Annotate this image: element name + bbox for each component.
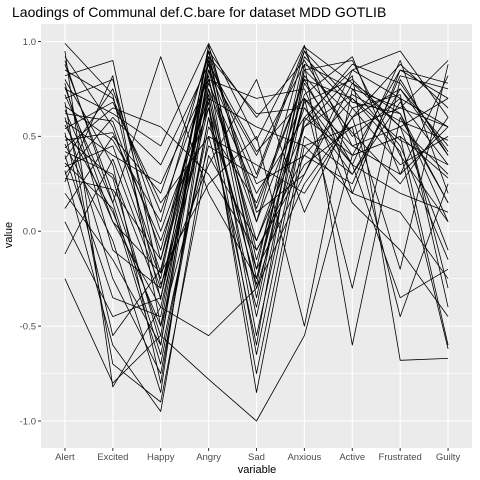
- series-line-15: [64, 79, 449, 317]
- series-line-18: [64, 75, 449, 337]
- series-line-23: [64, 69, 449, 299]
- series-line-34: [64, 63, 449, 346]
- series-lines: [64, 43, 449, 422]
- x-tick-label: Active: [339, 452, 365, 463]
- y-axis: -1.0 -0.5 0.0 0.5 1.0: [20, 37, 41, 427]
- series-line-30: [64, 63, 449, 356]
- series-line-29: [64, 63, 449, 299]
- y-tick-label: 0.0: [23, 227, 36, 238]
- series-line-40: [64, 86, 449, 327]
- series-line-35: [64, 75, 449, 361]
- series-line-37: [64, 50, 449, 388]
- y-tick-label: 0.5: [23, 132, 36, 143]
- series-line-20: [64, 88, 449, 375]
- series-line-7: [64, 43, 449, 279]
- x-tick-label: Anxious: [287, 452, 321, 463]
- series-line-19: [64, 44, 449, 346]
- series-line-38: [64, 56, 449, 289]
- x-tick-label: Alert: [55, 452, 75, 463]
- x-tick-label: Happy: [147, 452, 175, 463]
- x-tick-label: Angry: [196, 452, 221, 463]
- x-tick-label: Frustrated: [379, 452, 422, 463]
- chart-title: Laodings of Communal def.C.bare for data…: [12, 4, 386, 20]
- series-line-32: [64, 69, 449, 349]
- series-line-27: [64, 50, 449, 280]
- series-line-39: [64, 60, 449, 308]
- y-tick-label: -1.0: [20, 416, 36, 427]
- x-tick-label: Excited: [97, 452, 128, 463]
- series-line-36: [64, 135, 449, 422]
- series-line-31: [64, 50, 449, 327]
- y-tick-label: -0.5: [20, 321, 36, 332]
- y-axis-title: value: [3, 222, 15, 248]
- y-tick-label: 1.0: [23, 37, 36, 48]
- series-line-6: [64, 60, 449, 393]
- x-tick-label: Guilty: [436, 452, 461, 463]
- series-line-26: [64, 56, 449, 365]
- x-axis-title: variable: [238, 464, 277, 476]
- x-axis: Alert Excited Happy Angry Sad Anxious Active Fr…: [55, 448, 460, 463]
- x-tick-label: Sad: [248, 452, 265, 463]
- series-line-1: [64, 43, 449, 301]
